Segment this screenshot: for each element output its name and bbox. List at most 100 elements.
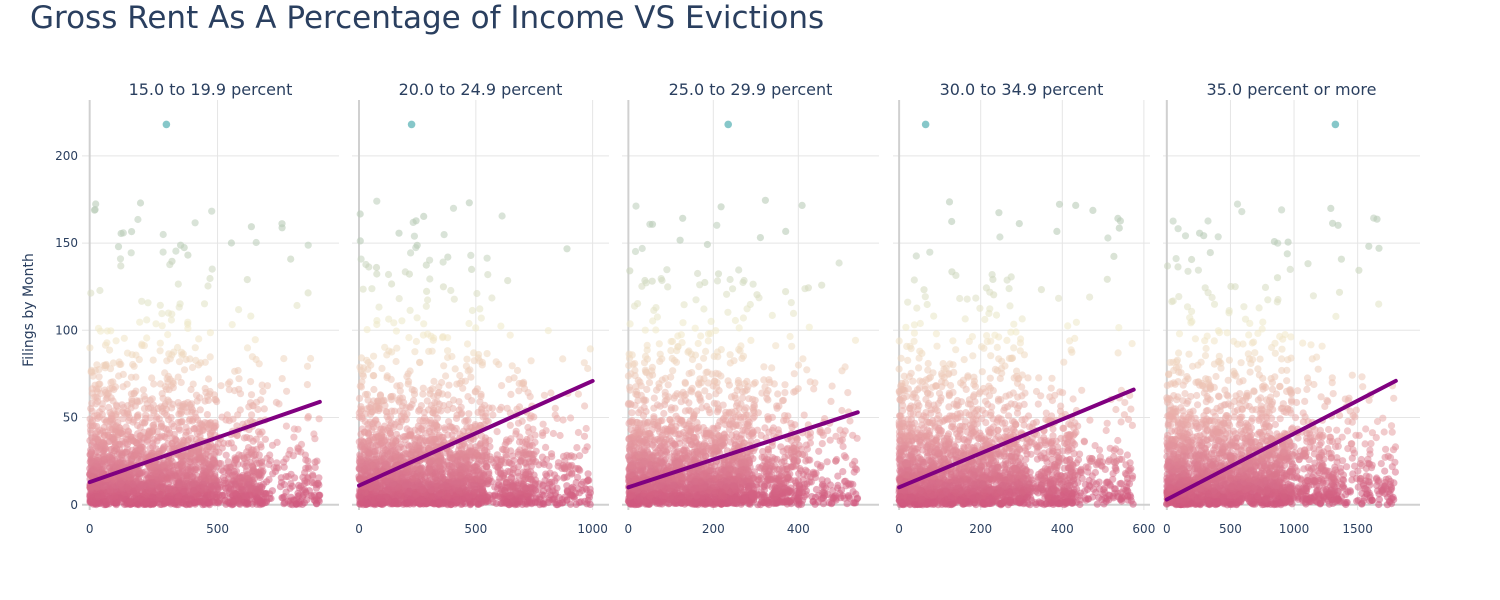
scatter-point: [435, 498, 443, 507]
scatter-point: [144, 299, 152, 307]
scatter-point: [506, 331, 514, 339]
scatter-point: [422, 261, 430, 269]
scatter-point: [542, 427, 550, 435]
scatter-point: [484, 417, 492, 425]
scatter-point: [167, 316, 175, 324]
y-tick-label: 50: [63, 411, 78, 425]
scatter-point: [175, 358, 184, 366]
scatter-point: [106, 486, 114, 494]
scatter-point: [188, 363, 197, 372]
scatter-point: [86, 458, 94, 466]
scatter-point: [185, 457, 193, 465]
scatter-point: [140, 434, 148, 442]
scatter-point: [458, 409, 466, 417]
scatter-point: [465, 461, 474, 469]
scatter-point: [381, 436, 389, 444]
scatter-point: [309, 471, 317, 479]
scatter-point: [162, 405, 170, 413]
scatter-point: [570, 453, 578, 461]
scatter-point: [415, 447, 423, 455]
scatter-point: [532, 476, 540, 484]
scatter-point: [235, 306, 243, 314]
scatter-point: [456, 371, 464, 380]
scatter-point: [378, 364, 386, 372]
scatter-point: [196, 432, 204, 440]
scatter-point: [547, 389, 555, 397]
scatter-point: [563, 482, 571, 490]
scatter-point: [138, 297, 146, 305]
scatter-point: [359, 445, 368, 454]
chart-title: Gross Rent As A Percentage of Income VS …: [30, 0, 825, 36]
scatter-point: [207, 463, 215, 472]
scatter-point: [438, 378, 446, 387]
scatter-point: [223, 411, 231, 419]
scatter-point: [311, 463, 319, 471]
scatter-point: [195, 335, 203, 343]
scatter-point: [204, 499, 212, 507]
scatter-point: [313, 457, 321, 465]
scatter-point: [90, 466, 98, 474]
scatter-point: [493, 428, 501, 436]
scatter-point: [444, 347, 452, 355]
scatter-point: [554, 462, 562, 470]
scatter-point: [448, 454, 456, 462]
scatter-point: [425, 465, 433, 473]
scatter-point: [392, 472, 400, 480]
scatter-point: [412, 490, 420, 498]
outlier-point: [407, 120, 416, 129]
scatter-point: [357, 456, 365, 464]
scatter-point: [384, 270, 393, 279]
scatter-point: [256, 498, 264, 506]
scatter-point: [498, 382, 506, 390]
scatter-point: [467, 373, 475, 381]
scatter-point: [372, 263, 381, 272]
scatter-point: [159, 230, 167, 239]
x-tick-label: 0: [86, 522, 94, 536]
scatter-point: [530, 413, 538, 421]
scatter-point: [152, 469, 160, 477]
scatter-point: [508, 460, 516, 468]
scatter-point: [477, 314, 485, 322]
scatter-point: [578, 486, 586, 495]
scatter-point: [426, 477, 434, 485]
scatter-point: [175, 410, 183, 418]
scatter-point: [413, 314, 421, 322]
scatter-point: [205, 375, 213, 383]
scatter-point: [476, 398, 484, 406]
scatter-point: [393, 344, 401, 352]
scatter-point: [492, 358, 500, 366]
scatter-point: [433, 398, 441, 406]
scatter-point: [524, 475, 533, 483]
scatter-point: [476, 305, 484, 313]
scatter-point: [416, 465, 424, 473]
scatter-point: [514, 487, 522, 495]
scatter-point: [444, 492, 452, 500]
scatter-point: [449, 477, 457, 485]
scatter-point: [512, 430, 520, 438]
scatter-point: [224, 380, 232, 388]
scatter-point: [307, 354, 315, 363]
scatter-point: [136, 397, 144, 405]
scatter-point: [379, 444, 388, 452]
scatter-point: [368, 285, 376, 293]
scatter-point: [161, 369, 169, 377]
scatter-point: [360, 428, 369, 436]
scatter-point: [158, 310, 166, 318]
scatter-point: [243, 344, 252, 352]
scatter-point: [120, 334, 128, 342]
scatter-point: [164, 331, 172, 339]
scatter-point: [135, 467, 143, 475]
scatter-point: [523, 435, 531, 444]
scatter-point: [506, 421, 514, 429]
scatter-point: [413, 241, 421, 249]
scatter-point: [540, 491, 548, 499]
scatter-point: [117, 479, 125, 487]
scatter-point: [387, 413, 395, 421]
scatter-point: [456, 379, 464, 387]
scatter-point: [553, 414, 561, 422]
scatter-point: [165, 350, 173, 358]
scatter-point: [179, 402, 188, 410]
scatter-point: [407, 249, 415, 257]
scatter-point: [105, 389, 113, 397]
scatter-point: [89, 372, 97, 380]
